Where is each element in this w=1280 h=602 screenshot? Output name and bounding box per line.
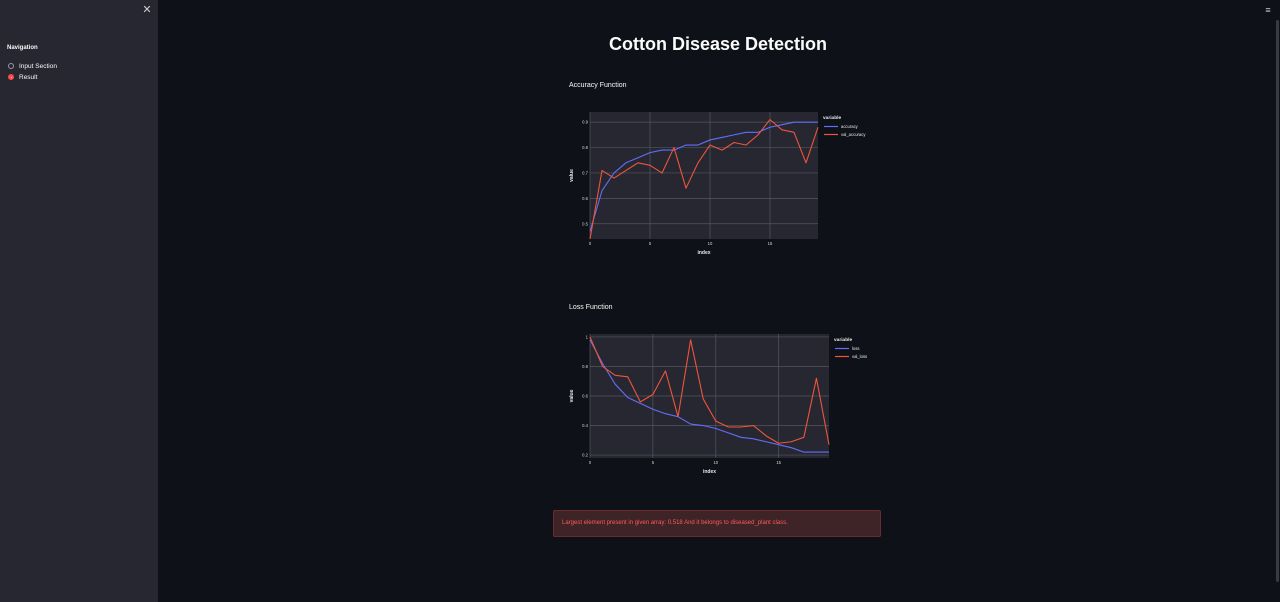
legend-title: variable	[823, 115, 841, 121]
loss-chart[interactable]: 0.2 0.4 0.6 0.8 1 0 5 10 15 index value variable los…	[563, 327, 883, 487]
x-axis-label: index	[697, 250, 710, 256]
navigation-title: Navigation	[7, 45, 38, 51]
legend-title: variable	[834, 337, 852, 343]
x-tick-label: 5	[652, 460, 655, 465]
line-chart-svg: 0.20.40.60.810 5 10 15indexvaluevariablelos…	[569, 334, 867, 475]
y-axis-label: value	[569, 169, 575, 182]
scrollbar[interactable]	[1276, 20, 1279, 582]
main-menu-button[interactable]: ≡	[1262, 5, 1274, 15]
y-tick-label: 0.8	[582, 364, 588, 369]
close-icon: ✕	[142, 4, 152, 16]
series-line-val-loss	[589, 336, 830, 445]
y-tick-label: 0.6	[582, 394, 588, 399]
legend-entry: val_accuracy	[841, 132, 866, 137]
radio-label: Result	[19, 73, 38, 81]
loss-section-title: Loss Function	[569, 304, 613, 311]
y-tick-label: 0.7	[582, 170, 588, 175]
y-tick-label: 0.4	[582, 423, 588, 428]
accuracy-chart[interactable]: 0.5 0.6 0.7 0.8 0.9 0 5 10 15 index value variable a…	[563, 105, 883, 265]
page-title: Cotton Disease Detection	[608, 34, 828, 54]
close-sidebar-button[interactable]: ✕	[141, 4, 153, 16]
legend-entry: accuracy	[841, 124, 859, 129]
series-line-loss	[589, 339, 829, 453]
radio-option-result[interactable]: Result	[8, 72, 37, 82]
radio-option-input-section[interactable]: Input Section	[8, 61, 57, 71]
series-line-accuracy	[589, 121, 818, 232]
x-tick-label: 10	[713, 460, 718, 465]
radio-unselected-icon	[8, 63, 14, 69]
sidebar: ✕ Navigation Input Section Result	[0, 0, 158, 602]
y-tick-label: 1	[586, 334, 589, 339]
y-tick-label: 0.8	[582, 145, 588, 150]
x-tick-label: 15	[768, 241, 773, 246]
hamburger-menu-icon: ≡	[1265, 5, 1271, 15]
line-chart-svg: 0.5 0.6 0.7 0.8 0.9 0 5 10 15 index value variablea…	[569, 112, 866, 256]
radio-label: Input Section	[19, 62, 57, 70]
y-tick-label: 0.2	[582, 453, 588, 458]
y-tick-label: 0.9	[582, 120, 588, 125]
y-axis-label: value	[569, 389, 575, 402]
accuracy-section-title: Accuracy Function	[569, 82, 627, 89]
legend-entry: val_loss	[852, 354, 867, 359]
plot-area	[590, 112, 818, 239]
y-tick-label: 0.5	[582, 221, 588, 226]
result-alert-text: Largest element present in given array: …	[562, 520, 788, 526]
x-tick-label: 0	[589, 241, 592, 246]
legend-entry: loss	[852, 346, 859, 351]
x-axis-label: index	[703, 469, 716, 475]
y-tick-label: 0.6	[582, 196, 588, 201]
x-tick-label: 5	[649, 241, 652, 246]
series-line-val-accuracy	[589, 119, 819, 240]
x-tick-label: 15	[776, 460, 781, 465]
x-tick-label: 10	[708, 241, 713, 246]
radio-selected-icon	[8, 74, 14, 80]
x-tick-label: 0	[589, 460, 592, 465]
result-alert: Largest element present in given array: …	[553, 510, 881, 537]
